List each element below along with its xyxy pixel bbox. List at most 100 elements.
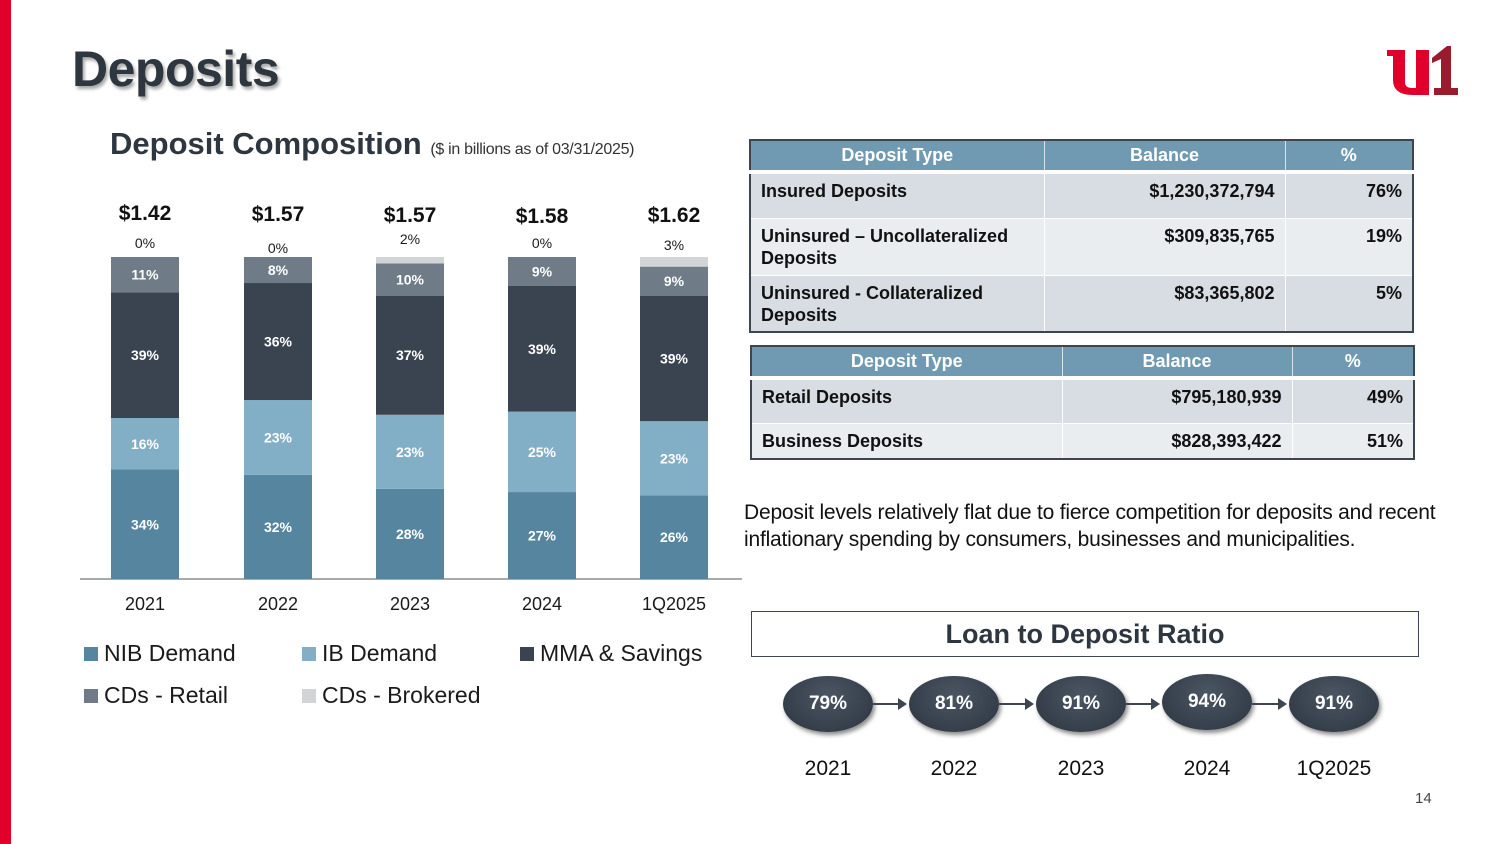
ltd-ratio-bubble: 81% <box>909 676 999 732</box>
bar-segment-nib-demand <box>508 492 576 579</box>
brokered-label: 0% <box>135 235 155 251</box>
table-row: Retail Deposits $795,180,939 49% <box>751 378 1414 424</box>
legend-label: IB Demand <box>322 640 438 666</box>
arrow-right-icon <box>999 698 1034 710</box>
cell-deposit-type: Retail Deposits <box>751 378 1063 424</box>
u1-logo-icon <box>1387 46 1458 95</box>
table-row: Insured Deposits $1,230,372,794 76% <box>750 172 1413 219</box>
brokered-label: 3% <box>664 237 684 253</box>
segment-label: 37% <box>396 347 425 363</box>
bar-segment-mma-savings <box>244 283 312 401</box>
table-row: Business Deposits $828,393,422 51% <box>751 423 1414 460</box>
bar-segment-cds-retail <box>376 263 444 296</box>
x-tick-label: 2021 <box>125 594 165 614</box>
cell-percent: 51% <box>1292 423 1414 460</box>
segment-label: 23% <box>264 430 293 446</box>
cell-deposit-type: Business Deposits <box>751 423 1063 460</box>
legend-item: CDs - Brokered <box>302 682 480 709</box>
legend-swatch-icon <box>302 646 316 661</box>
bar-segment-mma-savings <box>640 295 708 422</box>
brokered-label: 0% <box>268 240 288 256</box>
cell-percent: 49% <box>1292 378 1414 424</box>
bar-total-label: $1.62 <box>648 204 701 227</box>
legend-swatch-icon <box>84 646 98 661</box>
x-tick-label: 2023 <box>390 594 430 614</box>
segment-label: 34% <box>131 516 160 532</box>
legend-label: CDs - Retail <box>104 682 228 708</box>
x-tick-label: 2024 <box>522 594 562 614</box>
header-percent: % <box>1292 346 1414 380</box>
segment-label: 39% <box>528 341 557 357</box>
table-row: Uninsured – Uncollateralized Deposits $3… <box>750 218 1413 276</box>
segment-label: 28% <box>396 526 425 542</box>
bar-segment-cds-retail <box>244 257 312 284</box>
ltd-ratio-bubble: 94% <box>1162 674 1252 730</box>
ltd-year-label: 1Q2025 <box>1296 757 1372 780</box>
deposit-composition-chart: 34% 16% 39% 11% 0% $1.42 2021 32% 23% 36% 8% 0% $1.5… <box>80 202 742 614</box>
bar-segment-nib-demand <box>376 488 444 579</box>
retail-business-deposits-table: Deposit Type Balance % Retail Deposits $… <box>750 345 1415 460</box>
segment-label: 39% <box>131 347 160 363</box>
cell-deposit-type: Insured Deposits <box>750 172 1045 219</box>
legend-item: MMA & Savings <box>520 640 702 667</box>
x-tick-label: 1Q2025 <box>642 594 706 614</box>
bar-segment-ib-demand <box>244 400 312 475</box>
cell-balance: $828,393,422 <box>1062 423 1293 460</box>
segment-label: 9% <box>664 273 685 289</box>
loan-to-deposit-title: Loan to Deposit Ratio <box>751 611 1419 657</box>
ltd-year-label: 2022 <box>930 757 978 780</box>
segment-label: 26% <box>660 529 689 545</box>
table-header-row: Deposit Type Balance % <box>750 140 1413 174</box>
bar-segment-cds-retail <box>111 257 179 293</box>
segment-label: 25% <box>528 444 557 460</box>
composition-subtitle: ($ in billions as of 03/31/2025) <box>430 141 635 158</box>
legend-swatch-icon <box>84 688 98 703</box>
bar-total-label: $1.57 <box>252 203 305 226</box>
accent-bar <box>0 0 11 844</box>
cell-balance: $1,230,372,794 <box>1044 172 1286 219</box>
segment-label: 11% <box>131 267 159 283</box>
bar-segment-mma-savings <box>376 295 444 415</box>
deposit-commentary: Deposit levels relatively flat due to fi… <box>744 501 1436 551</box>
cell-balance: $83,365,802 <box>1044 275 1286 333</box>
composition-title-text: Deposit Composition <box>110 126 422 161</box>
segment-label: 16% <box>131 436 160 452</box>
table-row: Uninsured - Collateralized Deposits $83,… <box>750 275 1413 333</box>
bar-segment-ib-demand <box>376 414 444 489</box>
header-deposit-type: Deposit Type <box>751 346 1063 380</box>
page-number: 14 <box>1415 790 1432 807</box>
ltd-ratio-bubble: 79% <box>783 676 873 732</box>
header-balance: Balance <box>1062 346 1293 380</box>
segment-label: 10% <box>396 272 425 288</box>
bar-total-label: $1.57 <box>384 204 437 227</box>
x-tick-label: 2022 <box>258 594 298 614</box>
bar-segment-cds-retail <box>508 257 576 286</box>
arrow-right-icon <box>1126 698 1160 710</box>
cell-deposit-type: Uninsured – Uncollateralized Deposits <box>750 218 1045 276</box>
ltd-year-label: 2021 <box>804 757 852 780</box>
header-percent: % <box>1285 140 1413 174</box>
header-balance: Balance <box>1044 140 1286 174</box>
arrow-right-icon <box>873 698 907 710</box>
segment-label: 27% <box>528 528 557 544</box>
ltd-ratio-bubble: 91% <box>1036 676 1126 732</box>
segment-label: 9% <box>532 263 553 279</box>
segment-label: 8% <box>268 262 289 278</box>
table-header-row: Deposit Type Balance % <box>751 346 1414 380</box>
cell-balance: $795,180,939 <box>1062 378 1293 424</box>
bar-segment-nib-demand <box>640 495 708 579</box>
bar-segment-ib-demand <box>640 421 708 496</box>
segment-label: 32% <box>264 519 293 535</box>
bar-segment-cds-brokered <box>640 257 708 267</box>
bar-segment-nib-demand <box>244 474 312 579</box>
legend-swatch-icon <box>520 646 534 661</box>
cell-percent: 5% <box>1285 275 1413 333</box>
bar-segment-cds-brokered <box>376 257 444 264</box>
legend-item: NIB Demand <box>84 640 236 667</box>
cell-percent: 76% <box>1285 172 1413 219</box>
bar-total-label: $1.42 <box>119 202 172 225</box>
bar-total-label: $1.58 <box>516 205 569 228</box>
bar-segment-mma-savings <box>508 285 576 412</box>
ltd-ratio-bubble: 91% <box>1289 676 1379 732</box>
legend-swatch-icon <box>302 688 316 703</box>
